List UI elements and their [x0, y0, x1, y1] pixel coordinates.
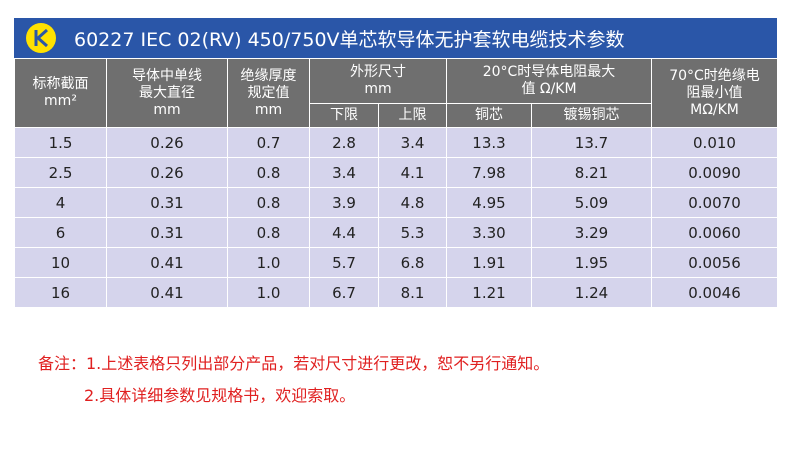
title-bar: 60227 IEC 02(RV) 450/750V单芯软导体无护套软电缆技术参数	[14, 18, 777, 58]
header-outer: 外形尺寸 mm	[309, 58, 447, 104]
header-resistance: 20°C时导体电阻最大 值 Ω/KM	[446, 58, 652, 104]
cell-diameter: 0.31	[106, 187, 228, 218]
cell-copper: 3.30	[446, 217, 532, 248]
table-row: 1.5 0.26 0.7 2.8 3.4 13.3 13.7 0.010	[14, 127, 778, 158]
header-diameter: 导体中单线 最大直径 mm	[106, 58, 228, 128]
cell-insres: 0.0090	[651, 157, 778, 188]
note-line-1: 备注：1.上述表格只列出部分产品，若对尺寸进行更改，恕不另行通知。	[38, 354, 550, 373]
cell-upper: 6.8	[378, 247, 447, 278]
cell-section: 16	[14, 277, 107, 308]
cell-tinned: 1.95	[531, 247, 652, 278]
cell-upper: 4.8	[378, 187, 447, 218]
cell-tinned: 8.21	[531, 157, 652, 188]
cell-tinned: 5.09	[531, 187, 652, 218]
header-section: 标称截面 mm²	[14, 58, 107, 128]
cell-lower: 3.4	[309, 157, 379, 188]
cell-lower: 6.7	[309, 277, 379, 308]
cell-diameter: 0.31	[106, 217, 228, 248]
cell-upper: 3.4	[378, 127, 447, 158]
cell-lower: 3.9	[309, 187, 379, 218]
cell-section: 2.5	[14, 157, 107, 188]
header-tinned: 镀锡铜芯	[531, 103, 652, 128]
cell-diameter: 0.41	[106, 277, 228, 308]
cell-upper: 8.1	[378, 277, 447, 308]
cell-tinned: 1.24	[531, 277, 652, 308]
cell-lower: 4.4	[309, 217, 379, 248]
cell-copper: 1.91	[446, 247, 532, 278]
cell-insulation: 0.8	[227, 187, 310, 218]
cell-insres: 0.0060	[651, 217, 778, 248]
cell-insres: 0.0070	[651, 187, 778, 218]
cell-diameter: 0.41	[106, 247, 228, 278]
cell-copper: 4.95	[446, 187, 532, 218]
header-upper: 上限	[378, 103, 447, 128]
cell-lower: 5.7	[309, 247, 379, 278]
cell-section: 10	[14, 247, 107, 278]
cell-insulation: 0.7	[227, 127, 310, 158]
cell-insres: 0.0056	[651, 247, 778, 278]
table-row: 16 0.41 1.0 6.7 8.1 1.21 1.24 0.0046	[14, 277, 778, 308]
table-row: 10 0.41 1.0 5.7 6.8 1.91 1.95 0.0056	[14, 247, 778, 278]
cell-insres: 0.0046	[651, 277, 778, 308]
cell-upper: 4.1	[378, 157, 447, 188]
header-insulation-resistance: 70°C时绝缘电 阻最小值 MΩ/KM	[651, 58, 778, 128]
cell-section: 6	[14, 217, 107, 248]
table-row: 6 0.31 0.8 4.4 5.3 3.30 3.29 0.0060	[14, 217, 778, 248]
brand-logo-icon	[26, 23, 56, 53]
table-row: 4 0.31 0.8 3.9 4.8 4.95 5.09 0.0070	[14, 187, 778, 218]
cell-section: 4	[14, 187, 107, 218]
cell-section: 1.5	[14, 127, 107, 158]
cell-tinned: 13.7	[531, 127, 652, 158]
cell-diameter: 0.26	[106, 127, 228, 158]
cell-insulation: 0.8	[227, 157, 310, 188]
note-line-2: 2.具体详细参数见规格书，欢迎索取。	[84, 386, 356, 405]
cell-insulation: 0.8	[227, 217, 310, 248]
table-row: 2.5 0.26 0.8 3.4 4.1 7.98 8.21 0.0090	[14, 157, 778, 188]
spec-table: 标称截面 mm² 导体中单线 最大直径 mm 绝缘厚度 规定值 mm 外形尺寸 …	[14, 58, 778, 308]
cell-insres: 0.010	[651, 127, 778, 158]
header-insulation: 绝缘厚度 规定值 mm	[227, 58, 310, 128]
cell-copper: 13.3	[446, 127, 532, 158]
table-title: 60227 IEC 02(RV) 450/750V单芯软导体无护套软电缆技术参数	[74, 28, 625, 51]
cell-insulation: 1.0	[227, 247, 310, 278]
cell-copper: 1.21	[446, 277, 532, 308]
header-lower: 下限	[309, 103, 379, 128]
cell-insulation: 1.0	[227, 277, 310, 308]
cell-diameter: 0.26	[106, 157, 228, 188]
cell-upper: 5.3	[378, 217, 447, 248]
cell-copper: 7.98	[446, 157, 532, 188]
k-logo-icon	[34, 28, 48, 48]
header-copper: 铜芯	[446, 103, 532, 128]
cell-tinned: 3.29	[531, 217, 652, 248]
cell-lower: 2.8	[309, 127, 379, 158]
